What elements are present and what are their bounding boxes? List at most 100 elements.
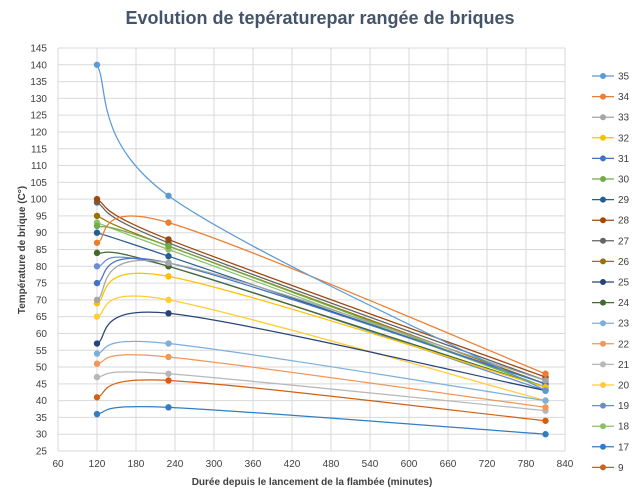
y-tick-label: 85 bbox=[36, 245, 48, 256]
legend-marker-35 bbox=[600, 73, 606, 79]
data-point-20 bbox=[165, 296, 172, 304]
legend-marker-22 bbox=[600, 340, 606, 347]
x-tick-label: 780 bbox=[518, 459, 535, 470]
data-point-17 bbox=[165, 404, 172, 411]
data-point-26 bbox=[93, 212, 101, 220]
y-tick-label: 130 bbox=[30, 94, 47, 105]
series-line-31 bbox=[96, 257, 546, 385]
legend-marker-34 bbox=[600, 93, 606, 100]
data-point-34 bbox=[165, 219, 172, 226]
data-point-9 bbox=[93, 394, 101, 401]
series-line-24 bbox=[96, 251, 546, 388]
x-tick-label: 120 bbox=[89, 459, 106, 470]
data-point-17 bbox=[542, 431, 549, 438]
data-point-19 bbox=[93, 263, 101, 270]
data-point-31 bbox=[93, 279, 101, 287]
y-tick-label: 135 bbox=[30, 77, 47, 88]
data-point-17 bbox=[93, 410, 101, 418]
y-tick-label: 75 bbox=[36, 279, 48, 290]
x-tick-label: 540 bbox=[362, 459, 379, 470]
legend-marker-33 bbox=[600, 114, 606, 121]
data-point-25 bbox=[165, 310, 172, 317]
y-tick-label: 90 bbox=[36, 228, 48, 239]
y-tick-label: 125 bbox=[30, 111, 47, 122]
legend-marker-9 bbox=[600, 464, 606, 471]
legend-marker-30 bbox=[600, 176, 606, 182]
y-tick-label: 70 bbox=[36, 295, 48, 306]
data-point-24 bbox=[93, 249, 101, 257]
series-line-23 bbox=[96, 340, 546, 402]
y-tick-label: 30 bbox=[36, 430, 48, 441]
x-tick-label: 60 bbox=[52, 459, 64, 470]
series-line-33 bbox=[96, 259, 546, 382]
series-line-19 bbox=[96, 256, 546, 392]
x-tick-label: 300 bbox=[206, 459, 223, 470]
y-tick-label: 120 bbox=[30, 127, 47, 138]
legend-label-33: 33 bbox=[618, 113, 630, 124]
series-line-21 bbox=[96, 371, 546, 412]
x-tick-label: 240 bbox=[167, 459, 184, 470]
data-point-34 bbox=[93, 239, 101, 246]
legend-marker-29 bbox=[600, 196, 606, 203]
legend-marker-19 bbox=[600, 402, 606, 409]
legend-marker-18 bbox=[600, 423, 606, 430]
series-line-27 bbox=[96, 201, 546, 382]
legend-label-23: 23 bbox=[618, 319, 630, 330]
x-tick-label: 420 bbox=[284, 459, 301, 470]
legend: 35 34 33 32 31 30 29 28 27 26 25 24 23 22 21 20 19 18 17 9 bbox=[592, 72, 630, 474]
y-tick-label: 105 bbox=[30, 178, 47, 189]
data-point-32 bbox=[165, 273, 172, 280]
y-tick-label: 50 bbox=[36, 363, 48, 374]
legend-label-26: 26 bbox=[618, 257, 630, 268]
legend-label-25: 25 bbox=[618, 278, 630, 289]
data-point-21 bbox=[93, 373, 101, 381]
x-tick-label: 660 bbox=[440, 459, 457, 470]
x-tick-label: 480 bbox=[323, 459, 340, 470]
legend-label-17: 17 bbox=[618, 442, 630, 453]
legend-label-32: 32 bbox=[618, 133, 630, 144]
data-point-29 bbox=[165, 253, 172, 260]
x-tick-label: 840 bbox=[557, 459, 574, 470]
y-tick-label: 60 bbox=[36, 329, 48, 340]
y-tick-label: 25 bbox=[36, 447, 48, 458]
legend-marker-24 bbox=[600, 299, 606, 306]
legend-label-27: 27 bbox=[618, 236, 630, 247]
data-point-22 bbox=[542, 404, 549, 411]
legend-label-9: 9 bbox=[618, 463, 624, 474]
series-line-9 bbox=[96, 379, 546, 422]
data-point-33 bbox=[93, 296, 101, 304]
legend-marker-21 bbox=[600, 361, 606, 368]
series-line-20 bbox=[96, 295, 546, 402]
y-tick-label: 95 bbox=[36, 211, 48, 222]
legend-label-29: 29 bbox=[618, 195, 630, 206]
x-axis-title: Durée depuis le lancement de la flambée … bbox=[192, 477, 433, 488]
legend-label-21: 21 bbox=[618, 360, 630, 371]
data-point-23 bbox=[93, 350, 101, 357]
y-tick-label: 145 bbox=[30, 44, 47, 55]
legend-label-19: 19 bbox=[618, 401, 630, 412]
data-point-34 bbox=[542, 370, 549, 377]
y-tick-label: 55 bbox=[36, 346, 48, 357]
data-point-9 bbox=[542, 417, 549, 424]
data-point-28 bbox=[165, 236, 172, 243]
y-tick-label: 40 bbox=[36, 396, 48, 407]
y-axis-title: Température de brique (C°) bbox=[17, 186, 28, 314]
gridlines bbox=[57, 47, 566, 452]
legend-label-30: 30 bbox=[618, 175, 630, 186]
data-point-33 bbox=[165, 259, 172, 267]
data-point-20 bbox=[93, 313, 101, 320]
y-tick-label: 140 bbox=[30, 60, 47, 71]
data-point-33 bbox=[542, 377, 549, 384]
legend-marker-17 bbox=[600, 443, 606, 450]
data-point-29 bbox=[93, 229, 101, 236]
data-point-35 bbox=[93, 61, 101, 68]
legend-marker-32 bbox=[600, 134, 606, 141]
data-point-25 bbox=[93, 340, 101, 347]
legend-marker-27 bbox=[600, 237, 606, 244]
data-point-23 bbox=[542, 397, 549, 404]
y-tick-label: 35 bbox=[36, 413, 48, 424]
x-tick-label: 720 bbox=[479, 459, 496, 470]
data-point-35 bbox=[165, 192, 172, 199]
legend-label-22: 22 bbox=[618, 339, 630, 350]
